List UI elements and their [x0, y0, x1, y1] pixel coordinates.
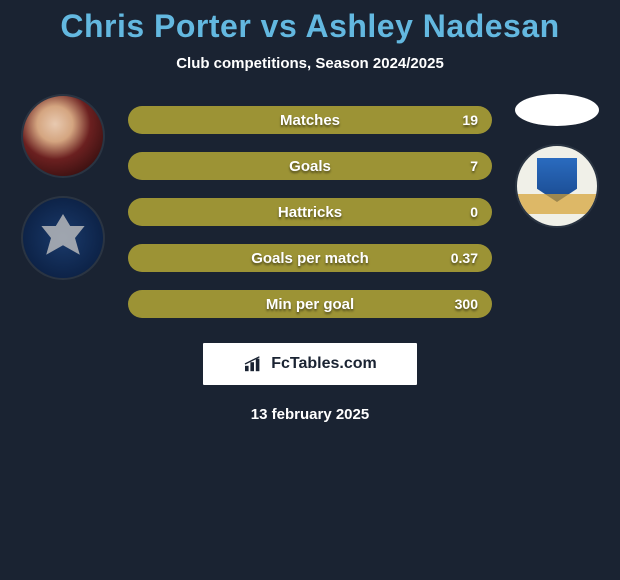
footer-date: 13 february 2025: [0, 406, 620, 423]
stat-label: Matches: [280, 112, 340, 129]
stat-label: Goals: [289, 158, 331, 175]
player-avatar-right: [515, 94, 599, 126]
page-title: Chris Porter vs Ashley Nadesan: [0, 8, 620, 45]
stat-bar-hattricks: Hattricks 0: [128, 198, 492, 226]
stat-right-value: 0: [470, 204, 478, 220]
brand-text: FcTables.com: [271, 355, 377, 373]
stat-right-value: 7: [470, 158, 478, 174]
comparison-card: Chris Porter vs Ashley Nadesan Club comp…: [0, 0, 620, 423]
chart-icon: [243, 355, 265, 373]
stat-bars: Matches 19 Goals 7 Hattricks 0 Goals per…: [118, 94, 502, 318]
subtitle: Club competitions, Season 2024/2025: [0, 55, 620, 72]
brand-badge[interactable]: FcTables.com: [202, 342, 418, 386]
stat-right-value: 300: [455, 296, 478, 312]
stat-bar-goals: Goals 7: [128, 152, 492, 180]
stat-bar-gpm: Goals per match 0.37: [128, 244, 492, 272]
stat-right-value: 0.37: [451, 250, 478, 266]
club-badge-left: [21, 196, 105, 280]
player-avatar-left: [21, 94, 105, 178]
comparison-row: Matches 19 Goals 7 Hattricks 0 Goals per…: [0, 94, 620, 318]
stat-label: Hattricks: [278, 204, 342, 221]
stat-right-value: 19: [462, 112, 478, 128]
club-badge-right: [515, 144, 599, 228]
stat-label: Goals per match: [251, 250, 369, 267]
stat-bar-mpg: Min per goal 300: [128, 290, 492, 318]
stat-bar-matches: Matches 19: [128, 106, 492, 134]
left-player-col: [8, 94, 118, 280]
right-player-col: [502, 94, 612, 228]
stat-label: Min per goal: [266, 296, 354, 313]
